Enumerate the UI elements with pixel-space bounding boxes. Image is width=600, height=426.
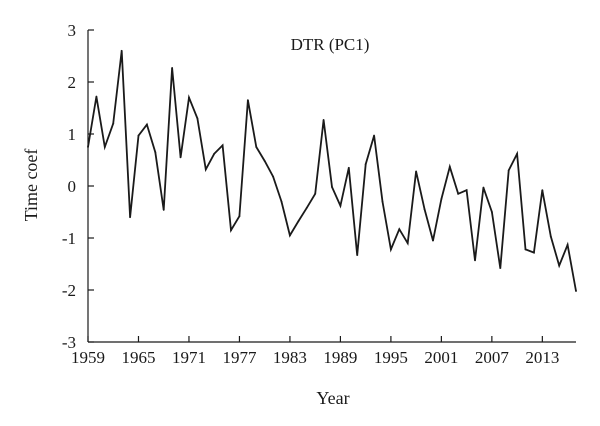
data-point xyxy=(406,242,409,245)
data-point xyxy=(389,248,392,251)
data-point xyxy=(297,220,300,223)
x-tick-label: 1989 xyxy=(323,348,357,367)
data-point xyxy=(87,146,89,148)
data-point xyxy=(103,146,106,148)
data-point xyxy=(272,175,275,178)
plot-area: 1959 1965 1971 1977 1983 1989 1995 2001 2007 2013… xyxy=(62,21,577,367)
data-point xyxy=(499,267,502,270)
y-axis-title: Time coef xyxy=(21,149,41,222)
x-tick-label: 1959 xyxy=(71,348,105,367)
data-point xyxy=(145,123,148,126)
y-tick-label: -3 xyxy=(62,333,76,352)
data-point xyxy=(263,160,266,162)
y-tick-label: 2 xyxy=(68,73,77,92)
x-tick-label: 2001 xyxy=(424,348,458,367)
series-layer xyxy=(87,49,577,292)
data-point xyxy=(230,229,232,232)
data-point xyxy=(171,67,174,69)
x-tick-label: 1995 xyxy=(374,348,408,367)
data-point xyxy=(95,95,98,98)
data-point xyxy=(162,209,165,211)
y-tick-label: -1 xyxy=(62,229,76,248)
data-point xyxy=(154,151,157,154)
y-tick-label: 0 xyxy=(68,177,77,196)
y-tick-label: -2 xyxy=(62,281,76,300)
data-point xyxy=(213,152,216,155)
data-point xyxy=(490,211,493,213)
x-tick-label: 1971 xyxy=(172,348,206,367)
data-point xyxy=(339,204,342,207)
data-point xyxy=(188,96,190,99)
x-ticks: 1959 1965 1971 1977 1983 1989 1995 2001 2007 2013 xyxy=(71,336,559,367)
data-point xyxy=(280,200,283,203)
data-point xyxy=(289,234,291,237)
data-point xyxy=(120,49,123,52)
data-point xyxy=(423,208,426,211)
x-tick-label: 2013 xyxy=(525,348,559,367)
y-ticks: -3 -2 -1 0 1 2 3 xyxy=(62,21,94,352)
data-point xyxy=(575,290,577,292)
data-point xyxy=(415,170,418,173)
data-point xyxy=(558,264,561,267)
data-point xyxy=(440,198,443,200)
data-point xyxy=(398,228,401,231)
x-tick-label: 1977 xyxy=(222,348,257,367)
y-tick-label: 3 xyxy=(68,21,77,40)
data-point xyxy=(533,251,535,254)
data-point xyxy=(524,248,527,251)
data-point xyxy=(482,186,485,189)
data-point xyxy=(221,144,224,147)
data-point xyxy=(356,254,359,257)
y-tick-label: 1 xyxy=(68,125,77,144)
data-point xyxy=(322,119,325,121)
data-point xyxy=(305,206,308,209)
data-point xyxy=(448,165,451,168)
data-point xyxy=(566,243,569,246)
data-point xyxy=(432,239,434,242)
data-point xyxy=(457,192,460,195)
data-point xyxy=(314,192,317,195)
data-point xyxy=(474,259,476,262)
data-point xyxy=(541,189,544,192)
data-point xyxy=(255,146,258,148)
data-point xyxy=(112,122,115,125)
data-point xyxy=(516,152,519,155)
data-point xyxy=(331,186,333,188)
data-point xyxy=(137,134,140,137)
data-point xyxy=(465,189,468,192)
data-point xyxy=(179,156,182,159)
data-point xyxy=(364,163,367,166)
data-point xyxy=(347,166,350,169)
x-tick-label: 1983 xyxy=(273,348,307,367)
data-point xyxy=(238,215,241,218)
data-point xyxy=(507,169,510,172)
x-tick-label: 1965 xyxy=(121,348,155,367)
data-point xyxy=(246,99,249,102)
data-point xyxy=(381,200,384,203)
data-point xyxy=(204,168,207,171)
x-axis-title: Year xyxy=(316,388,349,408)
data-point xyxy=(373,134,375,137)
data-point xyxy=(549,235,552,238)
chart-title: DTR (PC1) xyxy=(291,35,370,54)
x-tick-label: 2007 xyxy=(475,348,510,367)
data-point xyxy=(196,117,199,120)
data-point xyxy=(129,216,131,219)
series-line-1 xyxy=(87,50,577,292)
